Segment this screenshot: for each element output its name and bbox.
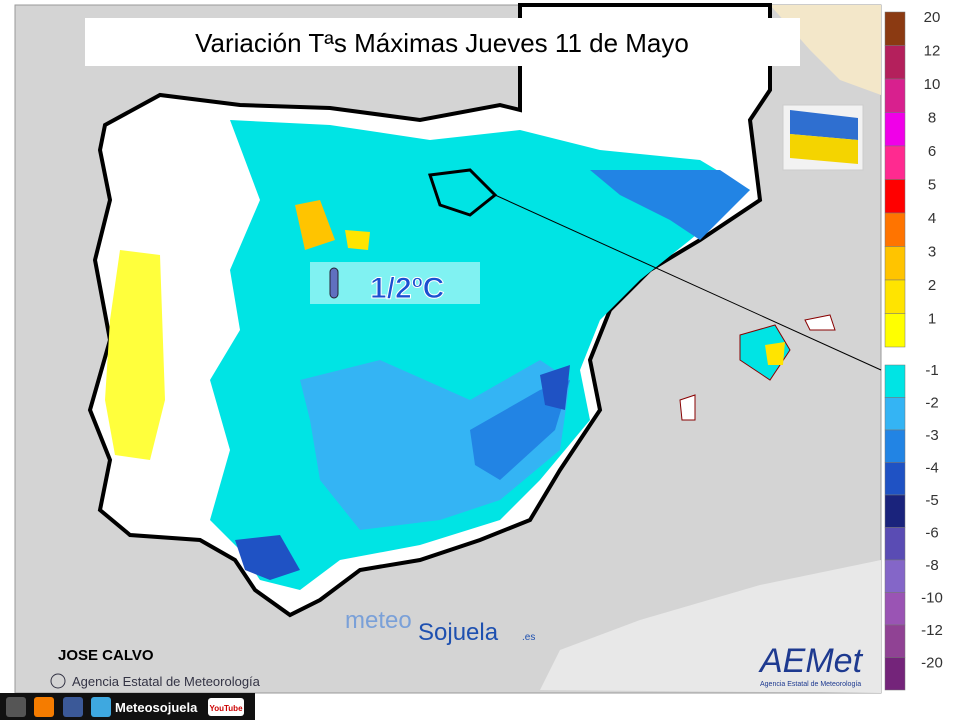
thermometer-icon [329,267,339,299]
flag-yellow [790,134,858,164]
legend-label: -4 [925,459,938,476]
legend-swatch [884,212,906,247]
social-name: Meteosojuela [115,700,198,715]
copyright-icon [50,673,66,689]
legend-label: -6 [925,524,938,541]
dark-blue-area [540,365,570,410]
legend-swatch [884,657,906,691]
dark-blue-area [235,535,300,580]
legend-swatch [884,45,906,80]
legend-swatch [884,313,906,348]
legend-swatch [884,112,906,147]
youtube-icon [208,698,244,716]
brand-domain: .es [522,632,535,643]
flag-blue [790,110,858,140]
legend-swatch [884,78,906,113]
legend-label: -10 [921,589,943,606]
warm-area [765,342,785,365]
twitter-icon [91,697,111,717]
legend-label: 1 [928,310,936,327]
title: Variación Tªs Máximas Jueves 11 de Mayo [195,28,689,58]
legend-label: -1 [925,362,938,379]
instagram-icon [6,697,26,717]
legend-label: 12 [924,42,941,59]
legend-swatch [884,462,906,496]
legend-swatch [884,559,906,593]
legend: 20 12 10 8 6 5 4 3 2 1 -1 -2 -3 -4 -5 -6 -8 -10 -12 -20 [882,5,960,693]
legend-swatch [884,279,906,314]
legend-label: 4 [928,210,936,227]
pointer-line [494,194,882,371]
legend-swatch [884,624,906,658]
source: Agencia Estatal de Meteorología [72,674,261,689]
youtube-label: YouTube [209,704,243,713]
legend-swatch [884,397,906,431]
blue-area [300,360,570,530]
legend-label: 6 [928,143,936,160]
legend-swatch [884,11,906,46]
legend-label: 5 [928,176,936,193]
legend-swatch [884,145,906,180]
legend-label: -8 [925,557,938,574]
legend-label: -20 [921,654,943,671]
annotation: 1/2ºC [370,272,444,305]
legend-swatch [884,246,906,281]
title-box [85,18,800,66]
legend-label: 8 [928,109,936,126]
legend-swatch [884,429,906,463]
aemet-logo: AEMet [758,642,864,680]
legend-swatch [884,494,906,528]
legend-label: 10 [924,76,941,93]
legend-swatch [884,592,906,626]
la-rioja [427,168,498,217]
brand: meteo [345,607,412,634]
blogger-icon [34,697,54,717]
author: JOSE CALVO [58,647,154,664]
legend-label: -12 [921,622,943,639]
legend-label: 3 [928,243,936,260]
facebook-icon [63,697,83,717]
warm-area [345,230,370,250]
legend-label: -5 [925,492,938,509]
legend-swatch [884,527,906,561]
africa-area [540,560,881,693]
legend-label: -3 [925,427,938,444]
brand: Sojuela [418,619,499,646]
legend-swatch [884,364,906,398]
warm-area [105,250,165,460]
legend-label: -2 [925,394,938,411]
ibiza [679,394,696,421]
legend-swatch [884,179,906,214]
legend-label: 2 [928,277,936,294]
menorca [804,314,836,331]
warm-area [295,200,335,250]
legend-label: 20 [924,9,941,26]
blue-area [590,170,750,240]
aemet-sub: Agencia Estatal de Meteorología [760,681,861,688]
